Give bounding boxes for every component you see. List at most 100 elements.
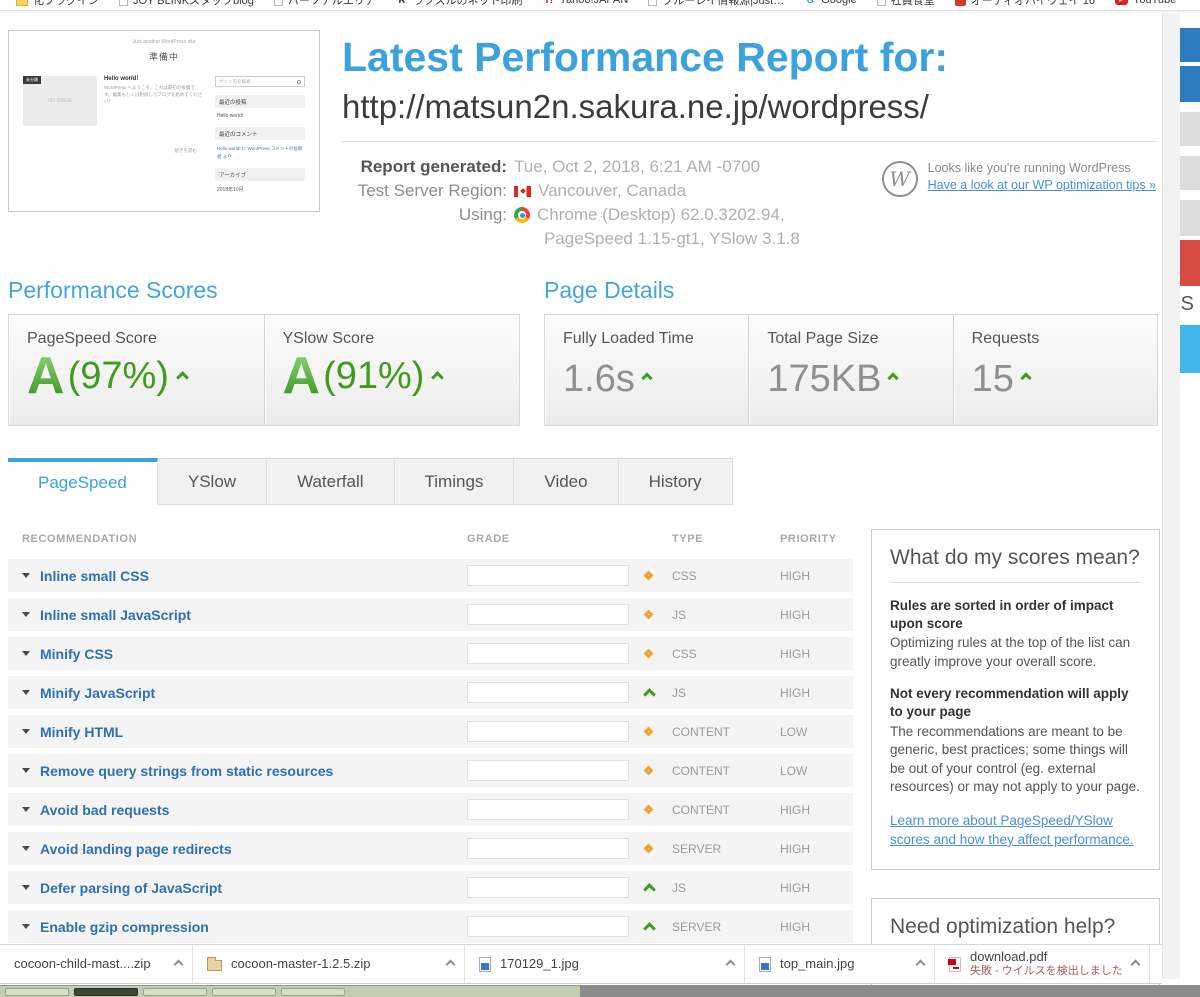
recommendation-link[interactable]: Inline small JavaScript xyxy=(22,607,467,623)
expand-triangle-icon[interactable] xyxy=(22,846,30,851)
bookmark-item[interactable]: Y! Yahoo!JAPAN xyxy=(543,0,629,6)
bookmark-item[interactable]: ブルーレイ情報源|Just… xyxy=(648,0,784,8)
recommendation-link[interactable]: Minify HTML xyxy=(22,724,467,740)
bookmark-label: オーディオハイウェイ 16 xyxy=(971,0,1095,8)
expand-triangle-icon[interactable] xyxy=(22,924,30,929)
bookmark-item[interactable]: YouTube xyxy=(1115,0,1176,6)
recommendation-link[interactable]: Avoid bad requests xyxy=(22,802,467,818)
col-recommendation: RECOMMENDATION xyxy=(22,533,467,545)
report-tab[interactable]: Waterfall xyxy=(267,458,394,505)
expand-triangle-icon[interactable] xyxy=(22,690,30,695)
chevron-up-icon[interactable] xyxy=(1130,959,1140,969)
mini-post-title: Hello world! xyxy=(104,76,203,82)
recommendation-row[interactable]: Defer parsing of JavaScript A (100) JS H… xyxy=(8,871,853,904)
recommendation-priority: HIGH xyxy=(780,803,853,817)
chevron-up-icon[interactable] xyxy=(726,959,736,969)
chrome-icon xyxy=(514,207,530,223)
change-indicator-icon xyxy=(644,844,654,854)
page-screenshot-thumbnail[interactable]: Just another WordPress site 準備中 未分類 NO I… xyxy=(8,30,320,212)
recommendation-link[interactable]: Enable gzip compression xyxy=(22,919,467,935)
recommendation-link[interactable]: Minify JavaScript xyxy=(22,685,467,701)
download-item[interactable]: download.pdf 失敗 - ウイルスを検出しました xyxy=(935,945,1150,983)
recommendation-row[interactable]: Avoid bad requests A (100) CONTENT HIGH xyxy=(8,793,853,826)
taskbar-button[interactable] xyxy=(143,988,207,996)
bookmark-item[interactable]: G Google xyxy=(804,0,856,6)
clipped-right-column xyxy=(1180,0,1200,997)
chevron-up-icon[interactable] xyxy=(916,959,926,969)
recommendation-link[interactable]: Minify CSS xyxy=(22,646,467,662)
report-tab[interactable]: YSlow xyxy=(158,458,267,505)
expand-triangle-icon[interactable] xyxy=(22,807,30,812)
recommendation-row[interactable]: Avoid landing page redirects A (100) SER… xyxy=(8,832,853,865)
change-indicator-icon xyxy=(644,766,654,776)
bookmark-icon: Y! xyxy=(543,0,555,6)
recommendation-priority: HIGH xyxy=(780,686,853,700)
taskbar-buttons xyxy=(0,985,580,997)
mini-article: 未分類 NO IMAGE Hello world! WordPress へようこ… xyxy=(23,76,203,193)
recommendation-row[interactable]: Minify JavaScript A (99) JS HIGH xyxy=(8,676,853,709)
bookmark-item[interactable]: パーソナルエリア xyxy=(274,0,376,8)
report-tab[interactable]: PageSpeed xyxy=(8,458,158,505)
download-item[interactable]: cocoon-master-1.2.5.zip xyxy=(193,945,465,983)
report-tab[interactable]: History xyxy=(619,458,733,505)
expand-triangle-icon[interactable] xyxy=(22,573,30,578)
taskbar-button[interactable] xyxy=(281,988,345,996)
bookmark-item[interactable]: オーディオハイウェイ 16 xyxy=(955,0,1095,8)
grade-bar: A (100) xyxy=(467,916,629,937)
bookmark-label: パーソナルエリア xyxy=(288,0,376,8)
taskbar-button-active[interactable] xyxy=(74,988,138,996)
recommendation-row[interactable]: Remove query strings from static resourc… xyxy=(8,754,853,787)
learn-more-link[interactable]: Learn more about PageSpeed/YSlow scores … xyxy=(890,812,1141,849)
taskbar-button[interactable] xyxy=(5,988,69,996)
trend-up-icon xyxy=(641,372,652,383)
recommendation-row[interactable]: Enable gzip compression A (100) SERVER H… xyxy=(8,910,853,943)
expand-triangle-icon[interactable] xyxy=(22,612,30,617)
expand-triangle-icon[interactable] xyxy=(22,885,30,890)
recommendation-row[interactable]: Inline small CSS A (92) CSS HIGH xyxy=(8,559,853,592)
recommendation-type: SERVER xyxy=(672,842,780,856)
bookmark-label: Google xyxy=(821,0,856,6)
clipped-button-fragment xyxy=(1180,200,1200,236)
recommendation-priority: HIGH xyxy=(780,920,853,934)
expand-triangle-icon[interactable] xyxy=(22,729,30,734)
recommendation-row[interactable]: Minify HTML A (99) CONTENT LOW xyxy=(8,715,853,748)
score-cell: YSlow Score A (91%) xyxy=(265,315,520,425)
recommendation-link[interactable]: Avoid landing page redirects xyxy=(22,841,467,857)
change-indicator-icon xyxy=(644,610,654,620)
download-item[interactable]: top_main.jpg xyxy=(745,945,935,983)
report-tab[interactable]: Timings xyxy=(395,458,515,505)
bookmark-item[interactable]: JOY BLINKスタッフblog xyxy=(119,0,254,8)
expand-triangle-icon[interactable] xyxy=(22,651,30,656)
performance-scores-section: Performance Scores PageSpeed Score A (97… xyxy=(8,277,520,426)
mini-widget-recent-posts: 最近の投稿 xyxy=(215,95,305,108)
recommendation-type: JS xyxy=(672,686,780,700)
detail-label: Total Page Size xyxy=(767,330,934,348)
bookmark-icon: R xyxy=(396,0,408,6)
bookmark-icon xyxy=(16,0,28,6)
taskbar-button[interactable] xyxy=(212,988,276,996)
recommendation-row[interactable]: Minify CSS A (96) CSS HIGH xyxy=(8,637,853,670)
score-percent: (97%) xyxy=(68,355,169,398)
mini-recent-comment-link: Hello world! に WordPress コメントの投稿者 より xyxy=(215,145,305,160)
wordpress-logo-icon: W xyxy=(882,161,918,197)
detail-value: 15 xyxy=(972,358,1014,401)
vertical-scrollbar[interactable] xyxy=(1162,13,1180,979)
recommendation-link[interactable]: Inline small CSS xyxy=(22,568,467,584)
download-item[interactable]: cocoon-child-mast....zip xyxy=(0,945,193,983)
bookmark-item[interactable]: R ラクスルのネット印刷 xyxy=(396,0,523,8)
recommendation-link[interactable]: Remove query strings from static resourc… xyxy=(22,763,467,779)
file-type-icon xyxy=(207,960,222,971)
bookmark-item[interactable]: 社員食堂 xyxy=(877,0,935,8)
score-grade-letter: A xyxy=(283,349,321,404)
recommendation-link[interactable]: Defer parsing of JavaScript xyxy=(22,880,467,896)
download-item[interactable]: 170129_1.jpg xyxy=(465,945,745,983)
trend-up-icon xyxy=(888,372,899,383)
expand-triangle-icon[interactable] xyxy=(22,768,30,773)
recommendation-row[interactable]: Inline small JavaScript A (92) JS HIGH xyxy=(8,598,853,631)
bookmark-item[interactable]: 化プラグイン xyxy=(16,0,99,8)
grade-bar: A (100) xyxy=(467,838,629,859)
report-tab[interactable]: Video xyxy=(514,458,618,505)
wp-optimization-tips-link[interactable]: Have a look at our WP optimization tips … xyxy=(928,178,1156,192)
chevron-up-icon[interactable] xyxy=(446,959,456,969)
chevron-up-icon[interactable] xyxy=(174,959,184,969)
